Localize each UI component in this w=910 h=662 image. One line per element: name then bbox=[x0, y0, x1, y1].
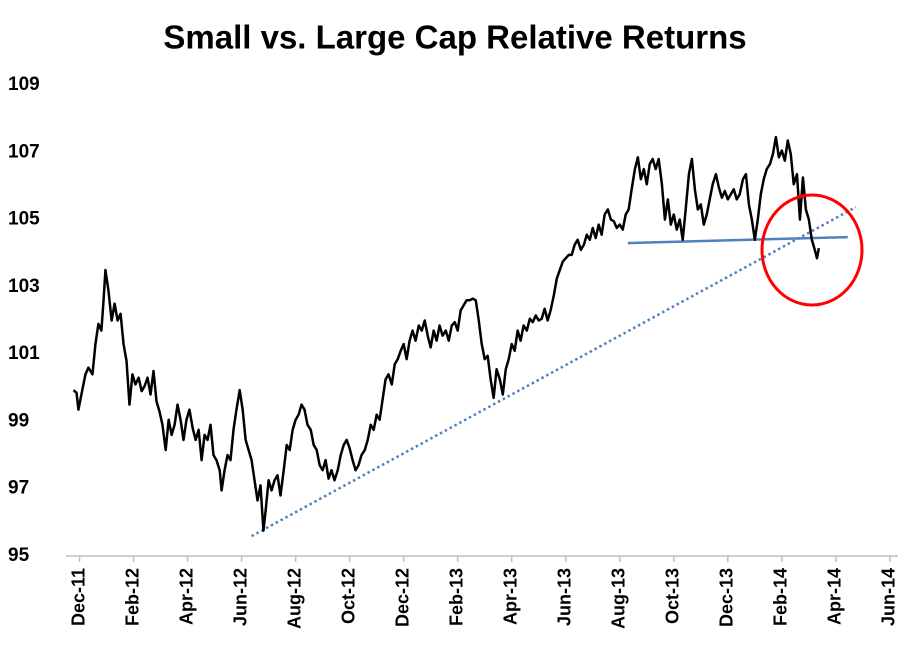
x-tick-label: Dec-12 bbox=[392, 568, 412, 627]
x-tick-label: Oct-13 bbox=[663, 568, 683, 624]
y-tick-label: 95 bbox=[8, 545, 30, 566]
chart-title: Small vs. Large Cap Relative Returns bbox=[163, 19, 746, 56]
x-tick-label: Dec-13 bbox=[717, 568, 737, 627]
x-tick-label: Jun-14 bbox=[879, 568, 899, 626]
x-tick-label: Apr-13 bbox=[500, 568, 520, 625]
y-tick-label: 107 bbox=[8, 141, 40, 162]
x-tick-label: Apr-12 bbox=[176, 568, 196, 625]
x-tick-label: Apr-14 bbox=[825, 568, 845, 625]
y-tick-label: 103 bbox=[8, 276, 40, 297]
x-tick-label: Jun-13 bbox=[554, 568, 574, 626]
x-tick-label: Aug-12 bbox=[284, 568, 304, 629]
x-tick-label: Oct-12 bbox=[338, 568, 358, 624]
y-tick-label: 101 bbox=[8, 343, 40, 364]
y-tick-label: 109 bbox=[8, 74, 40, 95]
x-tick-label: Jun-12 bbox=[230, 568, 250, 626]
y-tick-label: 105 bbox=[8, 209, 40, 230]
x-tick-label: Feb-12 bbox=[122, 568, 142, 626]
x-tick-label: Feb-13 bbox=[446, 568, 466, 626]
y-tick-label: 99 bbox=[8, 410, 29, 431]
y-tick-label: 97 bbox=[8, 478, 29, 499]
x-tick-label: Feb-14 bbox=[771, 568, 791, 626]
x-tick-label: Dec-11 bbox=[68, 568, 88, 626]
x-tick-label: Aug-13 bbox=[609, 568, 629, 629]
